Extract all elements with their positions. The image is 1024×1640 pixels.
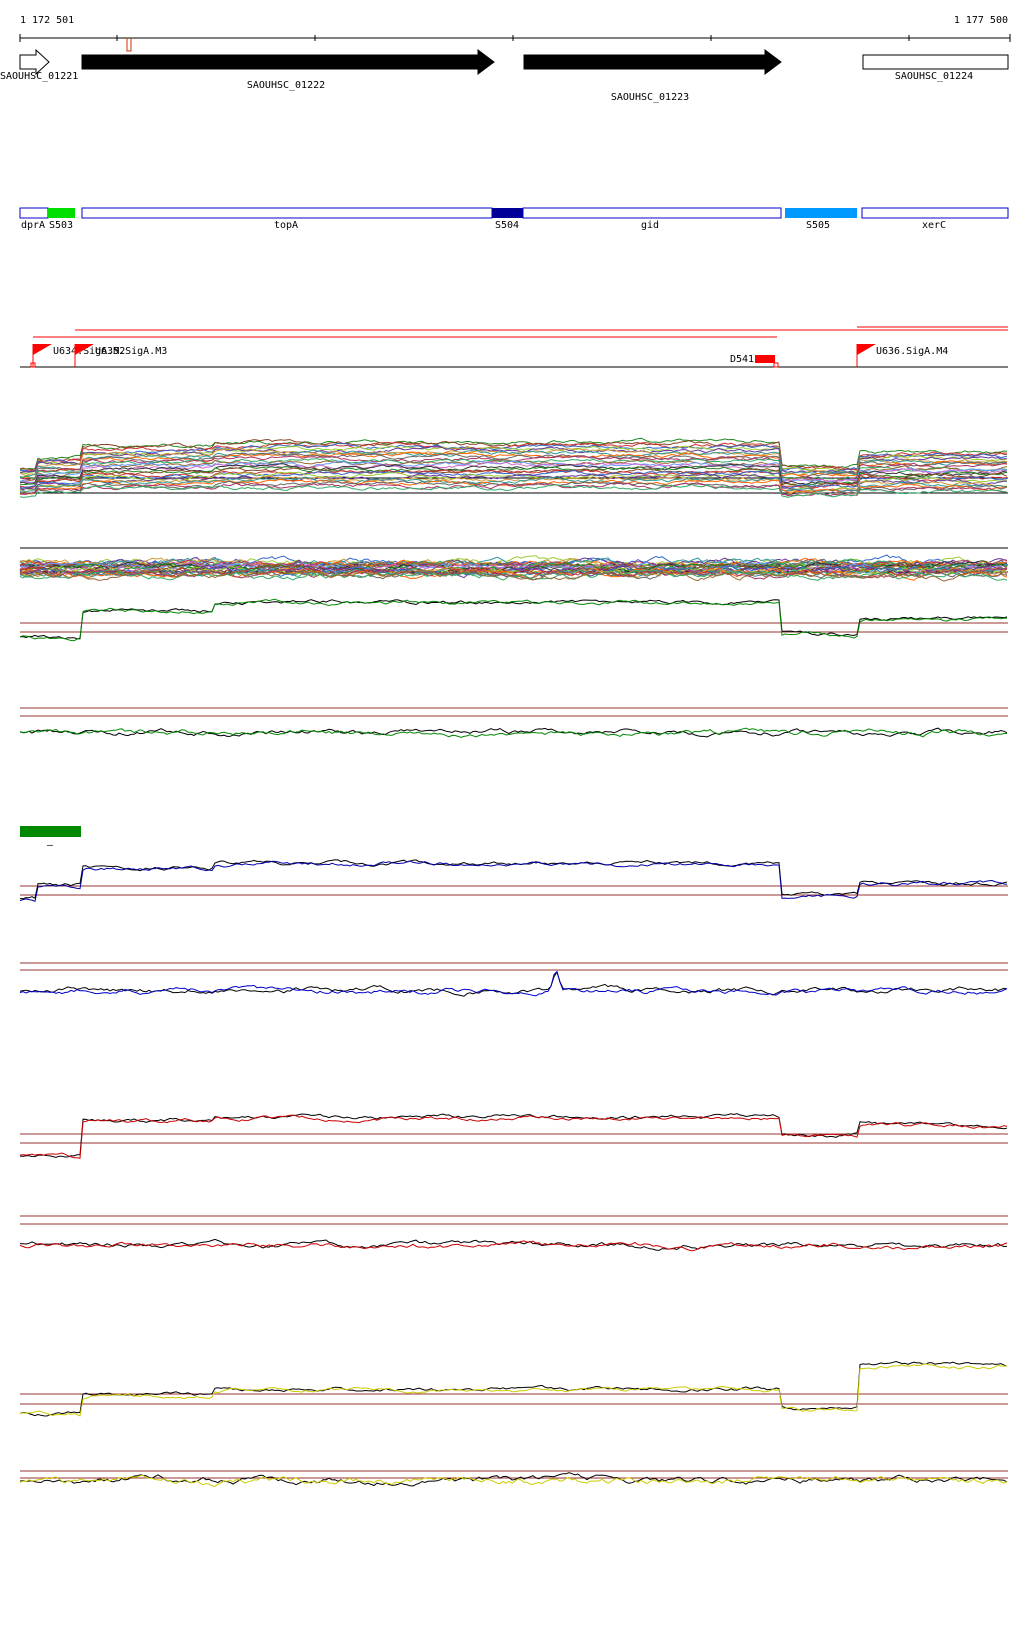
gene-label: SAOUHSC_01222 (247, 80, 325, 91)
signal-line-multi[interactable] (19, 561, 1008, 575)
gene-box[interactable] (862, 54, 1009, 70)
promoter-d541[interactable]: D541 (730, 354, 779, 368)
promoter-flag-icon[interactable] (33, 344, 52, 355)
signal-line-multi[interactable] (19, 480, 1008, 496)
signal-line-colored[interactable] (19, 970, 1008, 997)
legend-bar[interactable] (20, 826, 81, 837)
gene-track: SAOUHSC_01221 SAOUHSC_01222 SAOUHSC_0122… (0, 48, 1009, 103)
signal-line-black[interactable] (19, 727, 1008, 738)
gene-saouhsc-01222[interactable]: SAOUHSC_01222 (81, 49, 495, 91)
signal-line-multi[interactable] (19, 441, 1007, 472)
signal-line-multi[interactable] (19, 451, 1008, 479)
promoter-u634[interactable]: U634.SigA.M2 (30, 344, 125, 368)
signal-line-multi[interactable] (19, 567, 1008, 580)
promoter-flag-base (773, 362, 779, 368)
signal-line-multi[interactable] (19, 557, 1008, 572)
signal-line-multi[interactable] (19, 451, 1008, 480)
feature-s503[interactable]: S503 (48, 208, 75, 231)
feature-label: xerC (922, 220, 946, 231)
ruler-start-coordinate: 1 172 501 (20, 15, 74, 26)
gene-saouhsc-01224[interactable]: SAOUHSC_01224 (862, 54, 1009, 82)
feature-track: dprA S503 topA S504 gid S505 xerC (19, 207, 1009, 231)
coordinate-ruler: 1 172 501 1 177 500 (19, 15, 1011, 52)
feature-box[interactable] (19, 207, 49, 219)
promoter-u636[interactable]: U636.SigA.M4 (856, 344, 948, 367)
feature-box[interactable] (492, 208, 523, 218)
signal-line-black[interactable] (19, 1238, 1008, 1251)
signal-line-multi[interactable] (19, 567, 1008, 580)
feature-xerc[interactable]: xerC (861, 207, 1009, 231)
feature-box[interactable] (522, 207, 782, 219)
promoter-flag-icon[interactable] (857, 344, 876, 355)
feature-topa[interactable]: topA (81, 207, 493, 231)
feature-label: S504 (495, 220, 519, 231)
promoter-u635[interactable]: U635.SigA.M3 (74, 344, 167, 367)
signal-line-black[interactable] (19, 859, 1008, 900)
signal-line-colored[interactable] (19, 598, 1008, 642)
signal-line-colored[interactable] (19, 1363, 1008, 1417)
feature-label: S503 (49, 220, 73, 231)
gene-arrow[interactable] (523, 49, 782, 75)
signal-line-colored[interactable] (19, 860, 1008, 902)
gene-saouhsc-01221[interactable]: SAOUHSC_01221 (0, 48, 78, 82)
legend-label: – (47, 840, 54, 851)
signal-line-multi[interactable] (19, 445, 1008, 474)
promoter-flag-base (30, 362, 36, 368)
signal-line-multi[interactable] (19, 447, 1008, 477)
promoter-label: U634.SigA.M2 (53, 346, 125, 357)
signal-line-multi[interactable] (19, 475, 1007, 495)
gene-label: SAOUHSC_01223 (611, 92, 689, 103)
gene-label: SAOUHSC_01221 (0, 71, 78, 82)
signal-line-multi[interactable] (19, 458, 1008, 483)
feature-label: gid (641, 220, 659, 231)
feature-s504[interactable]: S504 (492, 208, 523, 231)
signal-line-multi[interactable] (19, 437, 1008, 470)
legend: – (20, 826, 81, 851)
signal-line-black[interactable] (19, 599, 1008, 640)
gene-saouhsc-01223[interactable]: SAOUHSC_01223 (523, 49, 782, 103)
feature-box[interactable] (48, 208, 75, 218)
feature-s505[interactable]: S505 (785, 208, 857, 231)
signal-line-multi[interactable] (19, 449, 1008, 478)
promoter-flag-icon[interactable] (75, 344, 94, 355)
signal-line-multi[interactable] (19, 461, 1008, 484)
signal-line-black[interactable] (19, 1360, 1008, 1417)
gene-arrow[interactable] (81, 49, 495, 75)
ruler-marker (126, 38, 132, 52)
ruler-end-coordinate: 1 177 500 (954, 15, 1008, 26)
signal-line-multi[interactable] (19, 469, 1008, 489)
feature-box[interactable] (81, 207, 493, 219)
feature-box[interactable] (861, 207, 1009, 219)
promoter-terminator-box[interactable] (755, 355, 775, 363)
feature-label: topA (274, 220, 298, 231)
signal-line-black[interactable] (19, 970, 1008, 997)
gene-arrow[interactable] (19, 48, 50, 76)
promoter-label: D541 (730, 354, 754, 365)
signal-line-black[interactable] (19, 1113, 1008, 1158)
signal-tracks (19, 437, 1008, 1487)
signal-line-multi[interactable] (19, 445, 1008, 475)
signal-line-colored[interactable] (19, 727, 1007, 738)
promoter-track: U634.SigA.M2 U635.SigA.M3 D541 U636.SigA… (20, 326, 1008, 368)
signal-line-multi[interactable] (19, 564, 1008, 579)
feature-label: S505 (806, 220, 830, 231)
promoter-label: U635.SigA.M3 (95, 346, 167, 357)
gene-label: SAOUHSC_01224 (895, 71, 973, 82)
signal-line-multi[interactable] (19, 558, 1008, 571)
signal-line-multi[interactable] (19, 569, 1008, 582)
signal-line-multi[interactable] (19, 476, 1008, 493)
signal-line-multi[interactable] (19, 469, 1008, 490)
signal-line-black[interactable] (19, 1472, 1008, 1487)
feature-gid[interactable]: gid (522, 207, 782, 231)
feature-dpra[interactable]: dprA (19, 207, 49, 231)
signal-line-colored[interactable] (19, 1474, 1008, 1487)
signal-line-colored[interactable] (19, 1240, 1008, 1252)
signal-line-multi[interactable] (19, 483, 1008, 498)
feature-box[interactable] (785, 208, 857, 218)
promoter-label: U636.SigA.M4 (876, 346, 948, 357)
signal-line-colored[interactable] (19, 1114, 1008, 1159)
feature-label: dprA (21, 220, 45, 231)
